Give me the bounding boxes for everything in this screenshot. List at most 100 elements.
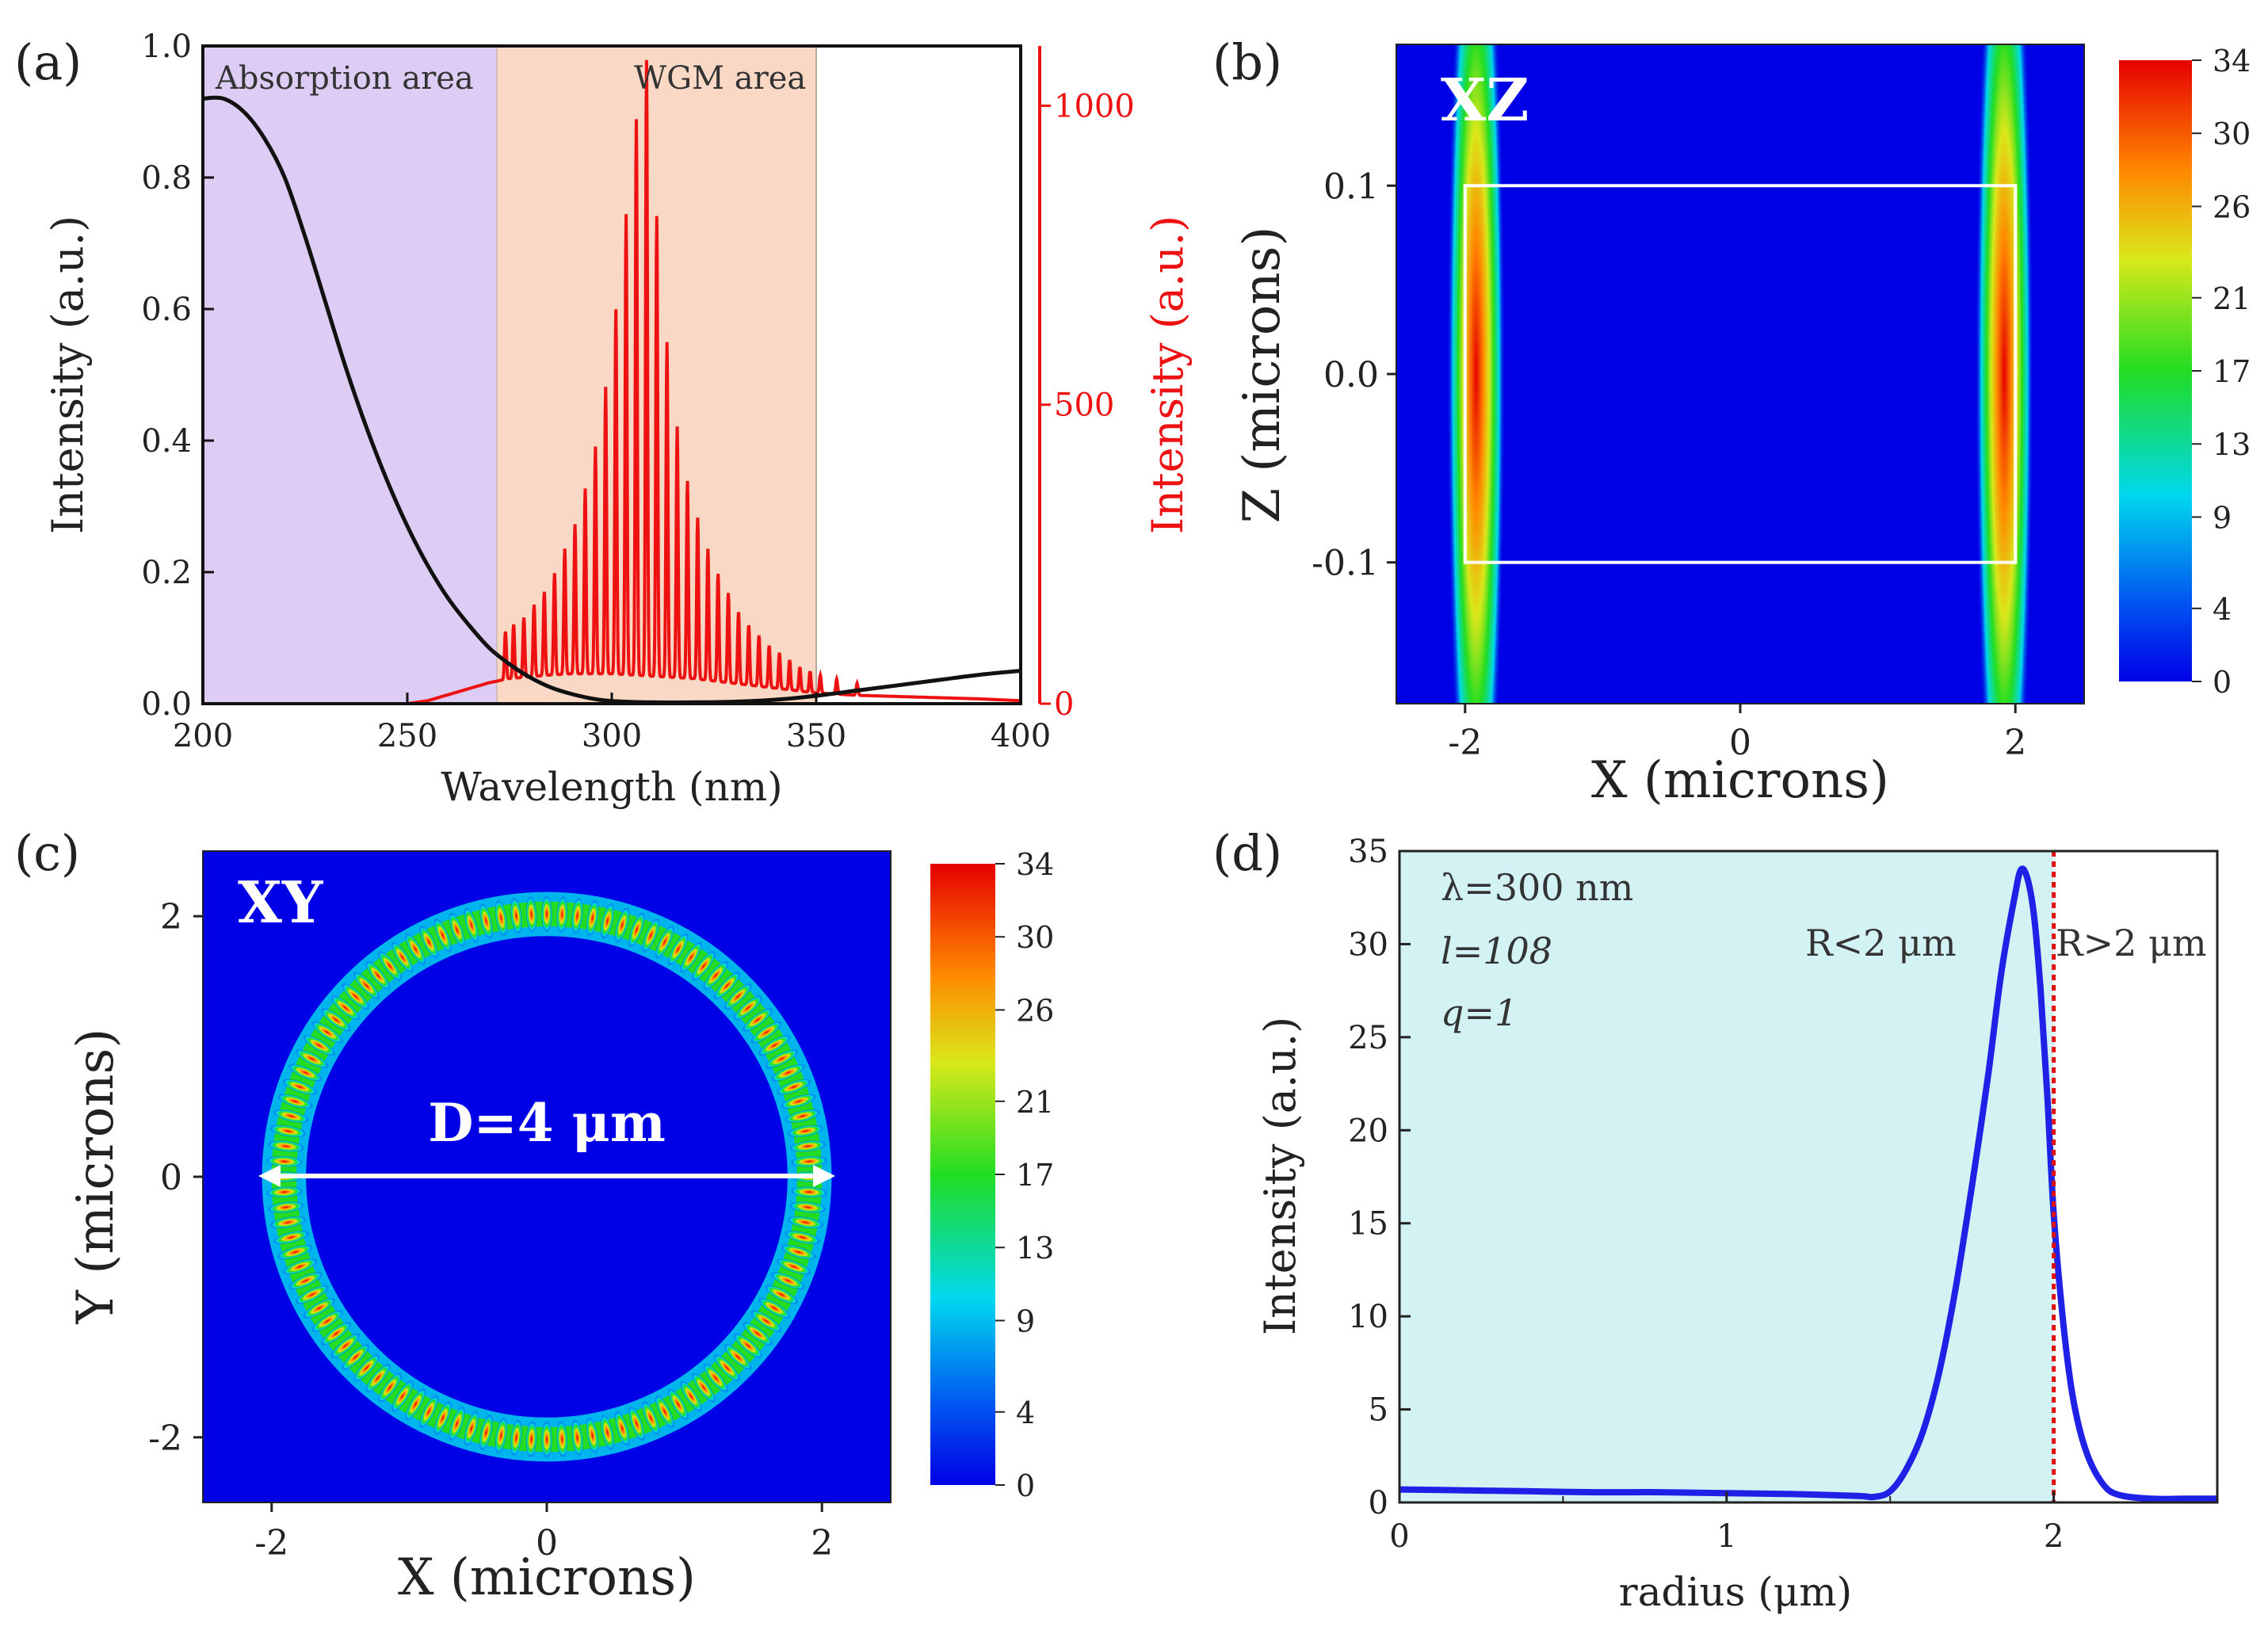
c-ring-lobe: [295, 1048, 329, 1069]
c-ring-lobe: [353, 972, 380, 1000]
c-ring-lobe: [600, 1414, 615, 1451]
c-ring-lobe: [282, 1258, 318, 1275]
c-ring-lobe: [269, 1124, 307, 1138]
c-ring-lobe: [787, 1124, 824, 1138]
c-ring-lobe: [525, 895, 537, 933]
b-x-tick-label: 2: [2004, 723, 2026, 763]
b-y-tick-label: 0.1: [1323, 166, 1379, 207]
c-ring-lobe: [556, 1420, 568, 1458]
b-colorbar-tick-label: 0: [2213, 665, 2232, 700]
a-y-axis-label: Intensity (a.u.): [43, 216, 93, 534]
c-y-tick-label: -2: [148, 1418, 182, 1459]
c-ring-lobe: [494, 1417, 508, 1454]
a-x-tick-label: 250: [377, 718, 437, 754]
c-ring-lobe: [267, 1201, 304, 1213]
a-y-tick-label: 0.8: [141, 160, 192, 197]
c-ring-lobe: [781, 1094, 817, 1109]
c-ring-lobe: [600, 903, 615, 940]
c-ring-lobe: [377, 950, 403, 982]
c-diameter-label: D=4 μm: [428, 1092, 666, 1154]
a-x-tick-label: 300: [582, 718, 642, 754]
c-ring-lobe: [330, 995, 361, 1021]
c-colorbar-tick-label: 26: [1016, 993, 1054, 1028]
c-colorbar-ticks: 0 4 9 13 17 21 26 30 34: [995, 847, 1054, 1503]
b-y-axis-label: Z (microns): [1233, 227, 1292, 524]
c-ring-lobe: [303, 1035, 336, 1056]
c-ring-lobe: [742, 1007, 773, 1033]
c-ring-lobe: [342, 1343, 370, 1371]
c-ring-lobe: [510, 897, 522, 934]
c-ring-lobe: [418, 1395, 439, 1429]
d-frame: [1398, 849, 2219, 1504]
d-y-tick-label: 20: [1348, 1113, 1388, 1149]
c-ring-lobe: [724, 1343, 752, 1371]
c-ring-lobe: [320, 1007, 352, 1033]
a-region-label-wgm: WGM area: [634, 60, 806, 97]
b-colorbar-tick-label: 9: [2213, 500, 2232, 535]
c-ring-lobe: [365, 960, 391, 991]
d-annotation-l: l=108: [1441, 930, 1552, 972]
c-colorbar-tick-label: 4: [1016, 1395, 1035, 1430]
b-colorbar-tick-label: 13: [2213, 427, 2251, 462]
c-ring-lobe: [311, 1021, 343, 1044]
d-annotation-q: q=1: [1441, 991, 1518, 1034]
b-colorbar-tick-label: 26: [2213, 189, 2251, 224]
c-ring-lobe: [320, 1321, 352, 1346]
c-ring-lobe: [614, 907, 630, 943]
c-ring-lobe: [418, 925, 439, 959]
c-ring-lobe: [713, 1353, 741, 1382]
a-y2-axis-label: Intensity (a.u.): [1143, 216, 1193, 534]
a-y-ticks: 0.0 0.2 0.4 0.6 0.8 1.0: [141, 29, 214, 723]
d-x-tick-label: 2: [2044, 1518, 2064, 1555]
c-ring-lobe: [556, 895, 568, 933]
b-hotspot-1: [1975, 44, 2033, 704]
c-ring-lobe: [265, 1186, 304, 1198]
d-annotation-inside: R<2 μm: [1805, 922, 1957, 964]
c-ring-lobe: [628, 1406, 645, 1441]
d-y-tick-label: 5: [1369, 1392, 1388, 1429]
c-ring-lobe: [282, 1079, 318, 1095]
c-ring-lobe: [464, 1411, 479, 1447]
c-ring-lobe: [288, 1063, 323, 1082]
a-y2-tick-label: 500: [1054, 388, 1114, 424]
c-ring-lobe: [750, 1310, 782, 1333]
panel-a-label: (a): [14, 33, 82, 91]
c-ring-lobe: [765, 1285, 799, 1305]
d-y-tick-label: 25: [1348, 1020, 1388, 1056]
panel-b-label: (b): [1212, 33, 1282, 91]
c-ring-lobe: [277, 1094, 313, 1109]
c-ring-lobe: [724, 983, 752, 1010]
c-ring-lobe: [667, 933, 689, 966]
a-y2-ticks: 0 500 1000: [1040, 88, 1135, 723]
c-ring-lobe: [433, 918, 452, 953]
c-ring-lobe: [758, 1035, 791, 1056]
c-ring-lobe: [776, 1258, 811, 1275]
b-colorbar-tick-label: 21: [2213, 281, 2251, 316]
c-ring-lobe: [750, 1021, 782, 1044]
c-ring-lobe: [733, 1333, 763, 1359]
c-ring-lobe: [571, 897, 583, 934]
c-x-tick-label: 0: [536, 1523, 558, 1563]
panel-a: (a) 200 250 300 350 400 0.0 0.2 0.4 0.6 0.8 1.0 0…: [14, 29, 1193, 810]
d-x-tick-label: 1: [1716, 1518, 1736, 1555]
d-y-tick-label: 10: [1348, 1299, 1388, 1335]
c-ring-lobe: [391, 1380, 414, 1412]
c-y-tick-label: 2: [160, 897, 182, 937]
c-ring-lobe: [464, 907, 479, 943]
c-ring-lobe: [642, 1400, 660, 1436]
c-ring-lobe: [405, 933, 426, 966]
c-ring-lobe: [449, 912, 465, 948]
c-ring-lobe: [273, 1109, 310, 1124]
panel-d-label: (d): [1212, 824, 1282, 882]
d-y-axis-label: Intensity (a.u.): [1255, 1017, 1305, 1335]
c-colorbar: [930, 864, 995, 1485]
c-ring-lobe: [784, 1109, 821, 1124]
b-colorbar-tick-label: 17: [2213, 354, 2251, 389]
c-colorbar-tick-label: 17: [1016, 1158, 1054, 1193]
c-ring-lobe: [787, 1216, 824, 1229]
b-colorbar-tick-label: 30: [2213, 116, 2251, 151]
c-ring-lobe: [494, 899, 508, 937]
d-y-ticks: 0 5 10 15 20 25 30 35: [1348, 834, 1411, 1521]
c-ring-lobe: [691, 1372, 716, 1403]
c-ring-lobe: [541, 895, 552, 933]
